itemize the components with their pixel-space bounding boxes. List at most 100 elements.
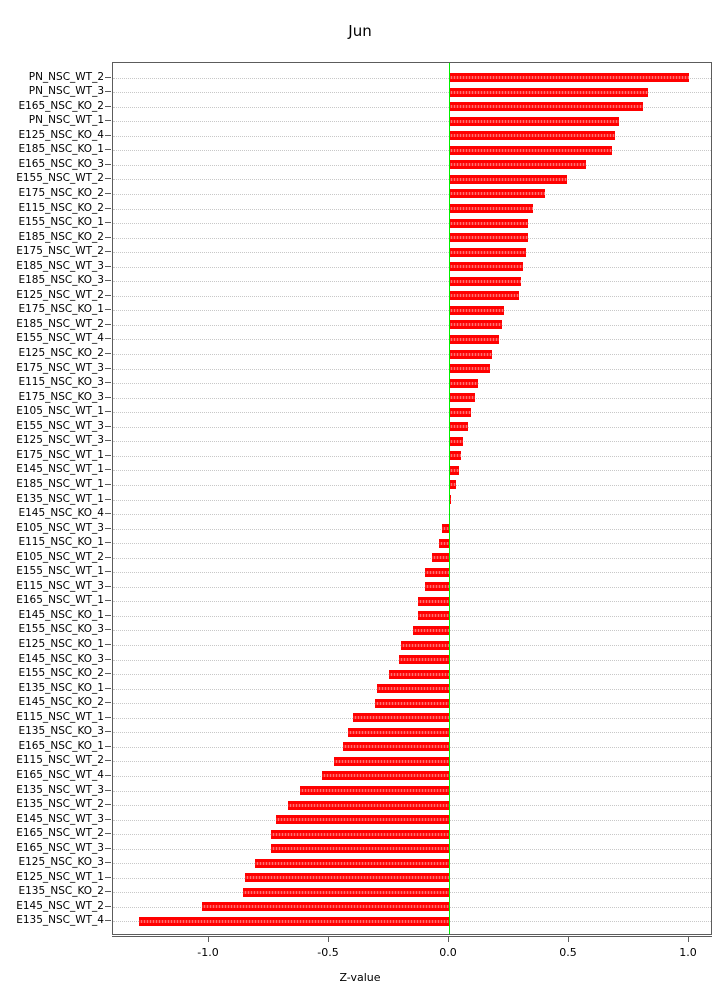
y-axis-tick-label: E125_NSC_WT_3 xyxy=(16,434,104,447)
bar xyxy=(401,640,449,650)
bar-hatch xyxy=(288,803,449,807)
y-axis-tick-label: E115_NSC_WT_1 xyxy=(16,710,104,723)
grid-line xyxy=(113,528,711,530)
y-axis-tick-label: E115_NSC_KO_1 xyxy=(18,536,104,549)
grid-line xyxy=(113,150,711,152)
bar-hatch xyxy=(417,614,449,618)
bar xyxy=(449,204,533,213)
bar xyxy=(201,902,449,912)
grid-line xyxy=(113,164,711,166)
grid-line xyxy=(113,354,711,355)
bar-hatch xyxy=(389,672,449,676)
y-axis-labels: PN_NSC_WT_2 PN_NSC_WT_3 E165_NSC_KO_2 PN_NS… xyxy=(0,62,104,935)
bar-hatch xyxy=(449,279,521,283)
bar xyxy=(425,582,449,592)
y-axis-tick-label: PN_NSC_WT_3 xyxy=(28,85,104,98)
y-axis-tick-label: E135_NSC_KO_3 xyxy=(18,725,104,738)
bar xyxy=(449,218,529,228)
grid-line xyxy=(113,223,711,225)
bar xyxy=(139,916,449,926)
bar xyxy=(449,145,613,155)
y-axis-tick-label: E105_NSC_WT_3 xyxy=(16,521,104,534)
y-axis-tick-label: E155_NSC_WT_1 xyxy=(16,565,104,578)
y-axis-tick-label: E165_NSC_WT_1 xyxy=(16,594,104,607)
y-axis-tick xyxy=(105,323,111,325)
bar-hatch xyxy=(449,119,620,123)
y-axis-tick xyxy=(105,585,111,587)
bar xyxy=(449,334,500,344)
y-axis-tick xyxy=(105,367,111,369)
bar xyxy=(449,262,524,272)
grid-line xyxy=(113,601,711,603)
y-axis-tick-label: E105_NSC_WT_2 xyxy=(16,550,104,563)
bar-hatch xyxy=(449,439,464,443)
bar xyxy=(449,465,459,475)
y-axis-tick xyxy=(105,120,111,122)
bar-hatch xyxy=(449,323,502,327)
y-axis-tick-label: E165_NSC_KO_1 xyxy=(18,739,104,752)
y-axis-tick xyxy=(105,309,111,311)
y-axis-tick xyxy=(105,687,111,689)
bar-hatch xyxy=(242,890,449,894)
bar-hatch xyxy=(449,396,476,400)
bar xyxy=(449,305,505,315)
y-axis-tick-label: E145_NSC_KO_2 xyxy=(18,696,104,709)
y-axis-tick-label: E125_NSC_KO_1 xyxy=(18,638,104,650)
bar-hatch xyxy=(353,716,449,720)
y-axis-tick xyxy=(105,222,111,224)
bar xyxy=(449,291,519,301)
y-axis-tick-label: E165_NSC_WT_4 xyxy=(16,768,104,781)
bar xyxy=(271,844,449,854)
x-axis: -1.0 -0.5 0.0 0.5 1.0 xyxy=(112,936,712,976)
bar-hatch xyxy=(449,76,689,80)
y-axis-tick xyxy=(105,658,111,660)
y-axis-tick-label: E125_NSC_KO_2 xyxy=(18,347,104,359)
x-axis-tick xyxy=(208,936,209,942)
y-axis-tick-label: E185_NSC_KO_3 xyxy=(18,274,104,287)
y-axis-tick xyxy=(105,614,111,616)
bar-hatch xyxy=(449,454,461,458)
y-axis-tick-label: E125_NSC_WT_2 xyxy=(16,288,104,301)
grid-line xyxy=(113,514,711,516)
y-axis-tick xyxy=(105,382,111,384)
bar-hatch xyxy=(449,90,649,94)
bar xyxy=(300,786,449,795)
y-axis-tick-label: E185_NSC_WT_3 xyxy=(16,259,104,272)
y-axis-tick xyxy=(105,774,111,776)
bar-hatch xyxy=(343,745,449,749)
y-axis-tick xyxy=(105,847,111,849)
bar-hatch xyxy=(333,759,449,763)
bar-hatch xyxy=(449,498,452,501)
bar-hatch xyxy=(449,221,529,225)
bar-hatch xyxy=(245,876,449,880)
bar xyxy=(348,727,449,737)
bar-hatch xyxy=(449,483,457,487)
bar-hatch xyxy=(449,294,519,298)
bar-hatch xyxy=(449,468,459,472)
plot-area xyxy=(112,62,712,935)
y-axis-tick xyxy=(105,556,111,558)
y-axis-tick-label: E155_NSC_WT_3 xyxy=(16,419,104,432)
y-axis-tick xyxy=(105,673,111,675)
grid-line xyxy=(113,266,711,268)
x-axis-title: Z-value xyxy=(339,971,381,984)
grid-line xyxy=(113,397,711,399)
y-axis-tick-label: E115_NSC_WT_2 xyxy=(16,754,104,767)
y-axis-tick-label: E175_NSC_KO_1 xyxy=(18,303,104,316)
bar-hatch xyxy=(449,163,586,167)
y-axis-tick-label: E145_NSC_WT_3 xyxy=(16,812,104,825)
bar-hatch xyxy=(139,919,449,923)
x-axis-tick-label: -1.0 xyxy=(197,946,219,959)
bar xyxy=(377,684,449,694)
bar-hatch xyxy=(449,192,545,196)
y-axis-tick xyxy=(105,280,111,282)
y-axis-tick-label: E165_NSC_KO_2 xyxy=(18,99,104,112)
y-axis-tick-label: E145_NSC_KO_4 xyxy=(18,507,104,520)
y-axis-tick xyxy=(105,644,111,645)
bar-hatch xyxy=(401,643,449,647)
grid-line xyxy=(113,615,711,617)
y-axis-tick-label: E135_NSC_WT_1 xyxy=(16,492,104,505)
y-axis-tick-label: E135_NSC_WT_2 xyxy=(16,798,104,811)
bar xyxy=(449,131,615,141)
bar xyxy=(245,873,449,883)
